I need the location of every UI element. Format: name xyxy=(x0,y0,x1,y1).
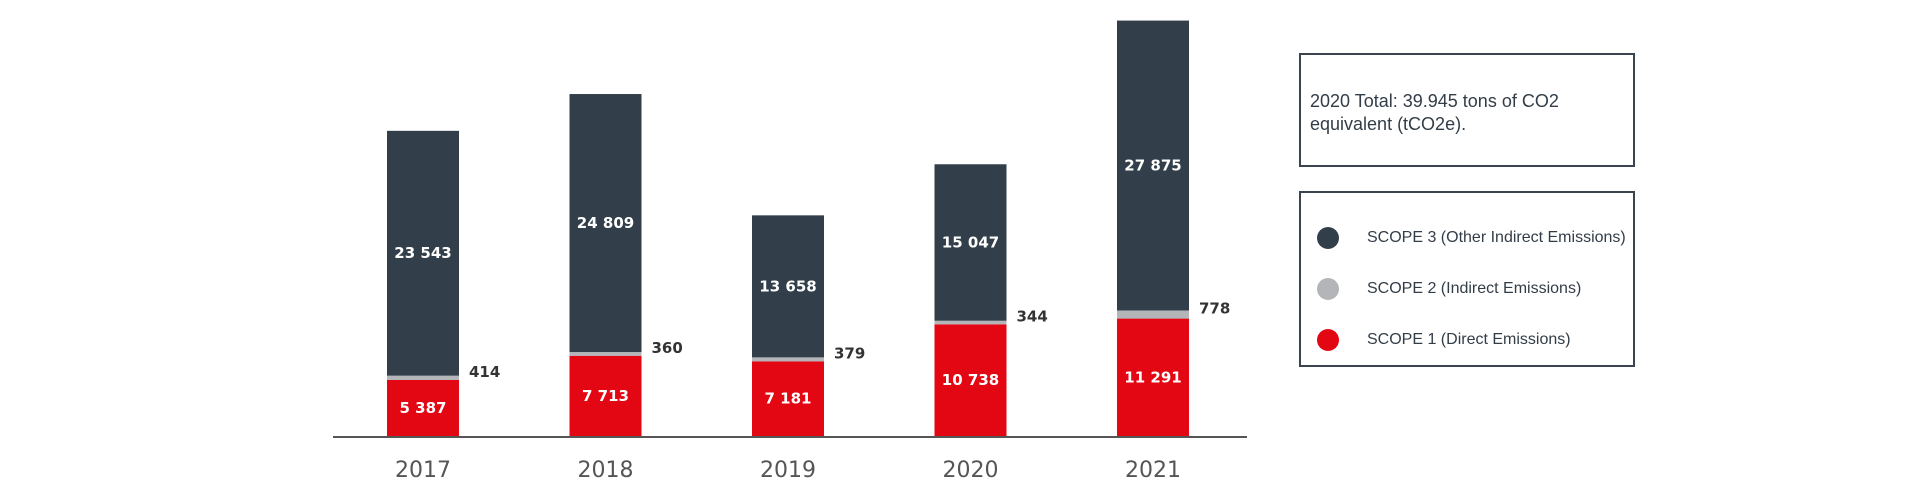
data-label-2018-scope-2: 360 xyxy=(652,339,683,357)
data-label-2019-scope-1: 7 181 xyxy=(765,390,812,408)
data-label-2021-scope-1: 11 291 xyxy=(1124,368,1181,386)
x-tick-2017: 2017 xyxy=(395,458,451,483)
data-label-2020-scope-2: 344 xyxy=(1017,308,1048,326)
total-note-text: 2020 Total: 39.945 tons of CO2 equivalen… xyxy=(1310,91,1559,134)
bar-2021-scope-2 xyxy=(1117,310,1189,319)
x-tick-2020: 2020 xyxy=(943,458,999,483)
legend: SCOPE 3 (Other Indirect Emissions) SCOPE… xyxy=(1299,191,1635,367)
legend-label-scope2: SCOPE 2 (Indirect Emissions) xyxy=(1367,280,1582,297)
bar-2019-scope-2 xyxy=(752,357,824,362)
data-label-2021-scope-3: 27 875 xyxy=(1124,157,1181,175)
data-label-2017-scope-3: 23 543 xyxy=(394,244,451,262)
bar-2019-scope-1 xyxy=(752,361,824,436)
bar-2018-scope-2 xyxy=(569,352,642,356)
bar-2017-scope-2 xyxy=(387,375,459,380)
scope3-color-swatch xyxy=(1317,227,1339,249)
scope2-color-swatch xyxy=(1317,278,1339,300)
data-label-2018-scope-3: 24 809 xyxy=(577,214,634,232)
legend-label-scope1: SCOPE 1 (Direct Emissions) xyxy=(1367,331,1571,348)
bar-2021-scope-3 xyxy=(1117,20,1189,311)
data-label-2018-scope-1: 7 713 xyxy=(582,387,629,405)
legend-item-scope3: SCOPE 3 (Other Indirect Emissions) xyxy=(1317,225,1626,251)
total-note-box: 2020 Total: 39.945 tons of CO2 equivalen… xyxy=(1299,53,1635,167)
bar-2020-scope-1 xyxy=(934,324,1007,436)
bar-2018-scope-1 xyxy=(569,355,642,436)
x-ticks-group: 2017 2018 2019 2020 2021 xyxy=(395,458,1181,483)
bars-group xyxy=(387,20,1189,436)
data-label-2020-scope-3: 15 047 xyxy=(942,234,999,252)
x-tick-2021: 2021 xyxy=(1125,458,1181,483)
data-label-2017-scope-1: 5 387 xyxy=(400,399,447,417)
legend-item-scope2: SCOPE 2 (Indirect Emissions) xyxy=(1317,276,1581,302)
bar-2020-scope-3 xyxy=(934,164,1007,321)
stacked-bar-chart: 5 387 414 23 543 7 713 360 24 809 7 181 379 13 6… xyxy=(333,20,1247,483)
bar-2020-scope-2 xyxy=(934,320,1007,325)
data-label-2019-scope-2: 379 xyxy=(834,344,865,362)
bar-2019-scope-3 xyxy=(752,215,824,358)
x-tick-2018: 2018 xyxy=(578,458,634,483)
x-tick-2019: 2019 xyxy=(760,458,816,483)
legend-item-scope1: SCOPE 1 (Direct Emissions) xyxy=(1317,327,1571,353)
bar-2017-scope-1 xyxy=(387,379,459,436)
labels-group: 5 387 414 23 543 7 713 360 24 809 7 181 379 13 6… xyxy=(394,157,1230,417)
scope1-color-swatch xyxy=(1317,329,1339,351)
bar-2017-scope-3 xyxy=(387,130,459,376)
data-label-2020-scope-1: 10 738 xyxy=(942,371,999,389)
data-label-2019-scope-3: 13 658 xyxy=(759,277,816,295)
legend-label-scope3: SCOPE 3 (Other Indirect Emissions) xyxy=(1367,229,1626,246)
data-label-2021-scope-2: 778 xyxy=(1199,300,1230,318)
bar-2018-scope-3 xyxy=(569,94,642,353)
data-label-2017-scope-2: 414 xyxy=(469,363,500,381)
bar-2021-scope-1 xyxy=(1117,318,1189,436)
